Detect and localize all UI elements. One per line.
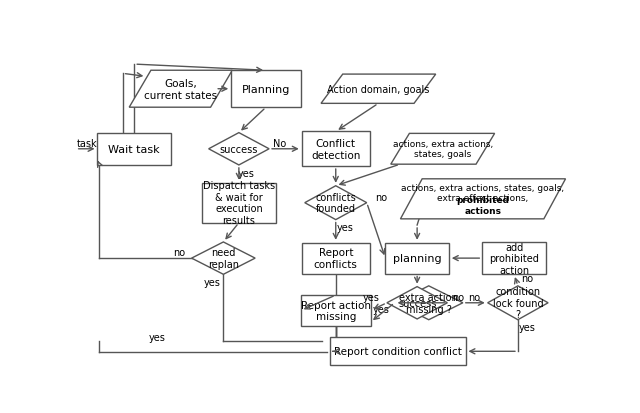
Text: success: success (220, 145, 258, 154)
Text: no: no (521, 273, 533, 283)
Text: No: No (273, 138, 287, 148)
Text: Goals,
current states: Goals, current states (144, 79, 218, 100)
Bar (301, 295, 371, 326)
Polygon shape (391, 134, 495, 165)
Text: prohibited
actions: prohibited actions (456, 196, 509, 215)
Text: yes: yes (204, 277, 220, 287)
Bar (301, 132, 370, 167)
Text: Planning: Planning (242, 85, 290, 95)
Text: actions, extra actions, states, goals,
extra effect actions,: actions, extra actions, states, goals, e… (401, 183, 564, 203)
Text: task: task (76, 139, 97, 149)
Bar (301, 243, 370, 274)
Polygon shape (488, 286, 548, 320)
Text: no: no (468, 292, 480, 302)
Text: add
prohibited
action: add prohibited action (489, 242, 539, 275)
Text: planning: planning (393, 254, 442, 263)
Text: no: no (452, 292, 464, 302)
Text: condition
lock found
?: condition lock found ? (493, 287, 543, 320)
Polygon shape (191, 242, 255, 275)
Text: no: no (173, 247, 185, 257)
Text: Report action
missing: Report action missing (301, 300, 371, 321)
Text: yes: yes (337, 223, 353, 233)
Text: Wait task: Wait task (108, 145, 160, 154)
Bar (231, 71, 301, 108)
Text: yes: yes (238, 168, 255, 178)
Text: extra action
missing ?: extra action missing ? (399, 292, 458, 314)
Polygon shape (321, 75, 436, 104)
Text: need
replan: need replan (208, 248, 239, 269)
Bar (202, 183, 276, 223)
Text: yes: yes (372, 304, 389, 314)
Bar (97, 133, 171, 166)
Bar (482, 242, 546, 275)
Polygon shape (305, 186, 367, 220)
Text: Report condition conflict: Report condition conflict (334, 347, 461, 356)
Polygon shape (395, 286, 463, 320)
Text: no: no (374, 192, 387, 202)
Text: yes: yes (149, 332, 166, 342)
Bar (330, 337, 465, 365)
Bar (385, 243, 449, 274)
Text: yes: yes (363, 292, 380, 302)
Polygon shape (387, 287, 447, 319)
Text: actions, extra actions,
states, goals: actions, extra actions, states, goals (392, 140, 493, 159)
Text: Report
conflicts: Report conflicts (314, 248, 358, 269)
Text: Conflict
detection: Conflict detection (311, 139, 360, 160)
Polygon shape (129, 71, 232, 108)
Text: conflicts
founded: conflicts founded (316, 192, 356, 214)
Text: success: success (398, 298, 436, 308)
Polygon shape (401, 179, 566, 219)
Text: yes: yes (519, 323, 536, 332)
Text: Dispatch tasks
& wait for
execution
results: Dispatch tasks & wait for execution resu… (203, 181, 275, 225)
Text: Action domain, goals: Action domain, goals (327, 85, 429, 95)
Polygon shape (209, 133, 269, 166)
